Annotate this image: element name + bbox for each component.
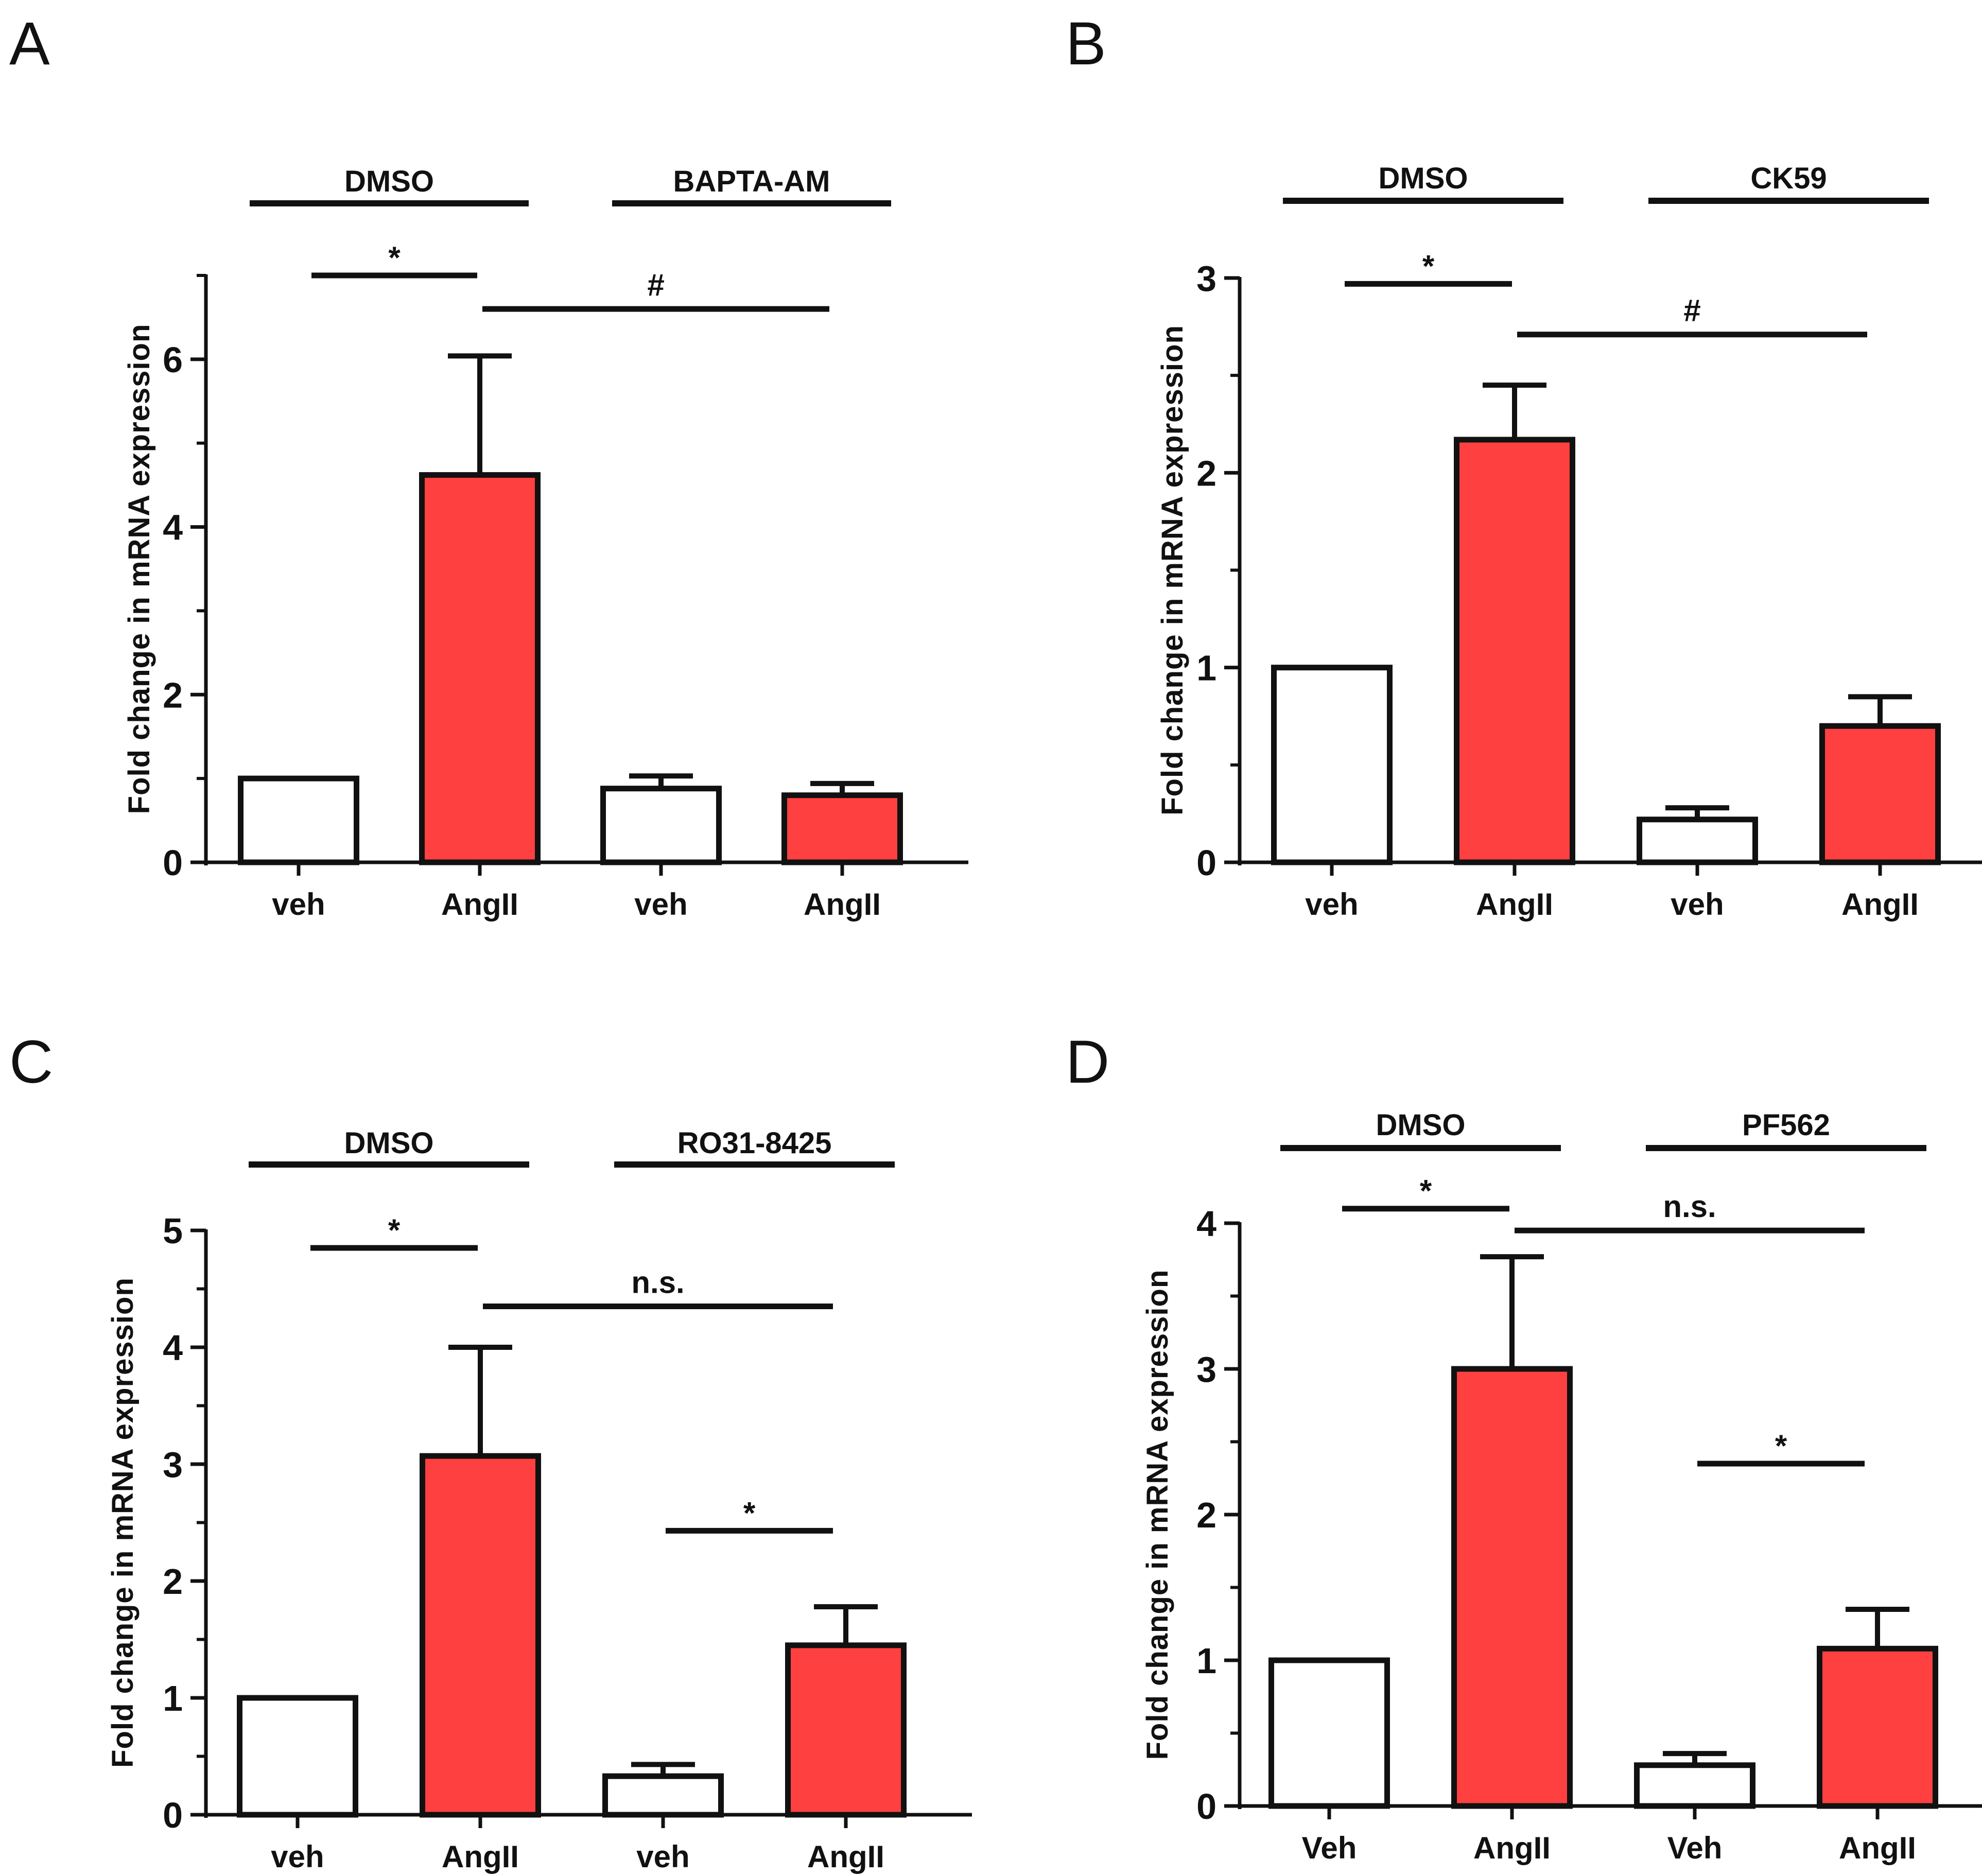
- y-axis-title: Fold change in mRNA expression: [1141, 1270, 1174, 1760]
- group-label: BAPTA-AM: [673, 165, 830, 198]
- y-tick-label: 0: [163, 1795, 183, 1835]
- bar-angii: [1454, 437, 1575, 865]
- y-axis-title: Fold change in mRNA expression: [106, 1277, 140, 1768]
- y-tick-label: 1: [1196, 648, 1216, 688]
- panel-letter: D: [1066, 1028, 1109, 1096]
- group-label: CK59: [1750, 162, 1827, 195]
- significance-label: *: [388, 240, 401, 275]
- y-tick-label: 2: [1196, 453, 1216, 493]
- group-label: DMSO: [344, 165, 434, 198]
- y-tick-label: 1: [1196, 1641, 1216, 1681]
- bar-angii: [781, 792, 903, 865]
- bar-vehicle: [1268, 1657, 1390, 1809]
- x-category-label: AngII: [807, 1839, 884, 1874]
- x-category-label: veh: [1671, 887, 1724, 922]
- y-tick-label: 0: [1196, 843, 1216, 883]
- y-tick-label: 6: [163, 340, 183, 380]
- group-label: RO31-8425: [677, 1126, 832, 1160]
- y-tick-label: 2: [1196, 1495, 1216, 1535]
- y-tick-label: 3: [1196, 258, 1216, 299]
- group-label: DMSO: [344, 1126, 434, 1160]
- significance-label: n.s.: [631, 1265, 684, 1300]
- significance-label: *: [388, 1213, 401, 1247]
- bar-angii: [420, 1453, 541, 1818]
- group-label: DMSO: [1379, 162, 1468, 195]
- x-category-label: AngII: [442, 1839, 519, 1874]
- panel-c: C DMSO RO31-8425 0 1 2 3 4 5 Fold change in mRNA …: [9, 1028, 972, 1874]
- panel-d: D DMSO PF562 0 1 2 3 4 Fold change in mRNA expre…: [1066, 1028, 1982, 1865]
- y-axis-title: Fold change in mRNA expression: [123, 324, 156, 814]
- bar-vehicle: [237, 1695, 358, 1818]
- significance-label: #: [1683, 293, 1700, 328]
- x-category-label: Veh: [1667, 1831, 1723, 1865]
- panel-letter: C: [9, 1028, 53, 1096]
- significance-label: #: [647, 268, 664, 302]
- y-tick-label: 4: [163, 1328, 183, 1368]
- group-label: DMSO: [1376, 1108, 1466, 1142]
- bar-angii: [1451, 1366, 1573, 1809]
- bar-vehicle: [1271, 665, 1393, 865]
- bar-angii: [785, 1642, 907, 1818]
- y-tick-label: 3: [163, 1445, 183, 1485]
- y-tick-label: 5: [163, 1211, 183, 1251]
- y-tick-label: 1: [163, 1678, 183, 1718]
- x-category-label: AngII: [1476, 887, 1553, 922]
- y-tick-label: 0: [163, 843, 183, 883]
- panel-letter: B: [1066, 10, 1106, 78]
- significance-label: *: [1422, 249, 1435, 283]
- bar-vehicle: [1637, 817, 1758, 865]
- bar-vehicle: [600, 786, 722, 865]
- panel-letter: A: [9, 10, 50, 78]
- y-tick-label: 4: [1196, 1204, 1216, 1244]
- y-tick-label: 2: [163, 675, 183, 715]
- x-category-label: veh: [634, 887, 687, 922]
- significance-label: n.s.: [1663, 1189, 1716, 1224]
- y-tick-label: 3: [1196, 1349, 1216, 1389]
- x-category-label: veh: [272, 887, 325, 922]
- y-axis-title: Fold change in mRNA expression: [1156, 325, 1189, 815]
- y-tick-label: 4: [163, 508, 183, 548]
- bar-vehicle: [602, 1773, 724, 1818]
- x-category-label: AngII: [441, 887, 518, 922]
- y-tick-label: 0: [1196, 1786, 1216, 1827]
- x-category-label: AngII: [804, 887, 881, 922]
- bar-angii: [419, 472, 541, 865]
- bar-vehicle: [238, 775, 359, 865]
- x-category-label: veh: [636, 1839, 689, 1874]
- group-label: PF562: [1742, 1108, 1830, 1142]
- x-category-label: AngII: [1473, 1831, 1551, 1865]
- bar-vehicle: [1634, 1762, 1755, 1809]
- significance-label: *: [1775, 1429, 1787, 1463]
- significance-label: *: [743, 1496, 756, 1530]
- bar-angii: [1817, 1645, 1938, 1809]
- x-category-label: veh: [1305, 887, 1358, 922]
- bar-angii: [1819, 723, 1941, 865]
- x-category-label: AngII: [1839, 1831, 1916, 1865]
- x-category-label: veh: [271, 1839, 324, 1874]
- x-category-label: Veh: [1302, 1831, 1357, 1865]
- significance-label: *: [1420, 1174, 1432, 1208]
- y-tick-label: 2: [163, 1561, 183, 1602]
- x-category-label: AngII: [1841, 887, 1919, 922]
